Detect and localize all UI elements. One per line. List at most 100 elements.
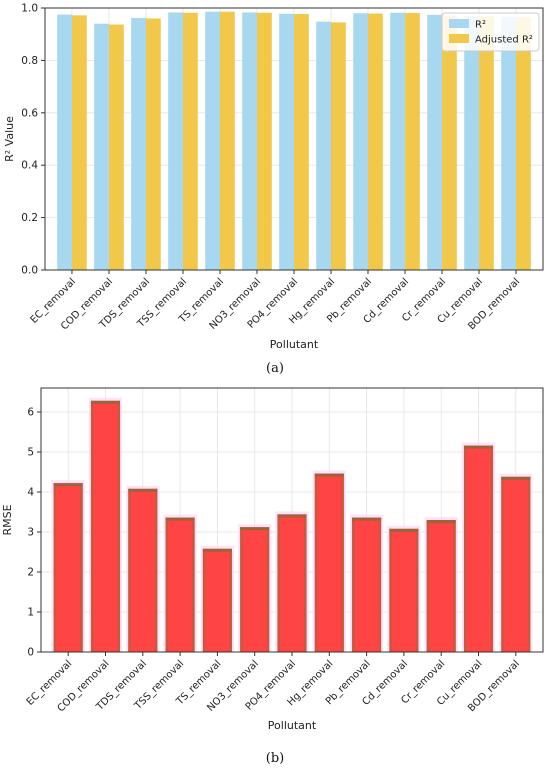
legend-swatch [449,19,469,28]
bar-adjusted-r2-Pb_removal [368,13,383,270]
y-tick-label: 0.4 [21,160,38,172]
bar-rmse-Cu_removal [463,445,494,652]
bar-left-edge-TS_removal [202,548,206,652]
bar-right-edge-Pb_removal [378,517,382,652]
bar-adjusted-r2-NO3_removal [256,12,272,270]
y-tick-label: 0.6 [21,107,38,119]
bar-left-edge-Cd_removal [389,528,392,652]
bar-adjusted-r2-Cd_removal [405,12,420,271]
bar-right-edge-TSS_removal [192,517,195,652]
bar-rmse-Hg_removal [314,473,344,652]
bar-adjusted-r2-BOD_removal [516,17,531,270]
bar-adjusted-r2-Cu_removal [479,16,494,270]
bar-rmse-TDS_removal [128,488,158,652]
bar-rmse-Cd_removal [389,528,419,652]
bar-adjusted-r2-PO4_removal [294,14,309,270]
y-tick-label: 0.8 [21,55,38,67]
bar-top-edge-Hg_removal [314,473,344,477]
bar-rmse-Pb_removal [352,517,382,652]
bar-rmse-TS_removal [202,548,232,652]
y-tick-label: 2 [27,567,34,579]
y-tick-label: 1 [27,607,34,619]
bar-adjusted-r2-Cr_removal [442,15,457,271]
bar-right-edge-Cu_removal [490,445,494,652]
bar-r2-Cd_removal [390,12,406,270]
chart-panel-a: 0.00.20.40.60.81.0EC_removalCOD_removalT… [3,3,544,376]
legend-swatch [449,34,469,43]
bar-top-edge-BOD_removal [501,476,531,480]
bar-right-edge-COD_removal [117,400,121,652]
y-tick-label: 0 [27,647,34,659]
bar-r2-Hg_removal [316,21,332,271]
bar-right-edge-TS_removal [229,548,232,652]
bar-left-edge-TSS_removal [165,517,169,652]
y-tick-label: 5 [27,447,34,459]
bar-right-edge-BOD_removal [527,476,531,652]
bar-right-edge-PO4_removal [304,514,307,652]
bar-adjusted-r2-TDS_removal [145,18,161,271]
bar-right-edge-TDS_removal [154,488,158,652]
bar-top-edge-Cu_removal [463,445,494,449]
bar-right-edge-Hg_removal [341,473,344,652]
bar-top-edge-TDS_removal [128,488,158,492]
bar-r2-COD_removal [94,23,109,270]
x-axis-label: Pollutant [270,338,319,351]
y-tick-label: 0.2 [21,212,38,224]
bar-left-edge-BOD_removal [501,476,504,652]
bar-top-edge-NO3_removal [240,527,270,531]
bar-adjusted-r2-EC_removal [71,15,87,271]
bar-r2-Cr_removal [427,14,443,271]
legend-label: R² [475,20,486,31]
bar-top-edge-Cr_removal [426,520,456,523]
bar-right-edge-Cd_removal [415,528,419,652]
bar-rmse-EC_removal [53,483,83,652]
x-axis-label: Pollutant [268,719,317,732]
y-axis-label: RMSE [1,504,14,535]
bar-top-edge-EC_removal [53,483,83,487]
panel-caption: (a) [266,361,284,376]
bar-r2-PO4_removal [279,13,294,270]
bar-r2-TSS_removal [168,12,183,270]
y-axis-label: R² Value [3,116,16,162]
panel-caption: (b) [266,751,284,766]
bar-left-edge-TDS_removal [128,488,131,652]
legend-label: Adjusted R² [475,35,533,46]
y-tick-label: 4 [27,487,34,499]
bar-top-edge-Pb_removal [352,517,382,521]
bar-left-edge-Hg_removal [314,473,318,652]
bar-left-edge-COD_removal [90,400,94,652]
bar-top-edge-TSS_removal [165,517,195,521]
bar-rmse-Cr_removal [426,520,456,652]
bar-top-edge-PO4_removal [277,514,307,518]
bar-top-edge-Cd_removal [389,528,419,532]
bar-r2-NO3_removal [242,12,257,270]
bar-right-edge-NO3_removal [266,527,270,652]
bar-left-edge-EC_removal [53,483,57,652]
bar-adjusted-r2-Hg_removal [331,22,346,270]
bar-adjusted-r2-TS_removal [219,11,235,271]
bar-right-edge-EC_removal [80,483,83,652]
bar-top-edge-COD_removal [90,400,121,404]
bar-left-edge-NO3_removal [240,527,243,652]
bar-rmse-BOD_removal [501,476,531,652]
bar-rmse-PO4_removal [277,514,307,652]
bar-left-edge-PO4_removal [277,514,280,652]
bar-rmse-TSS_removal [165,517,195,652]
bar-right-edge-Cr_removal [453,520,456,652]
bar-rmse-COD_removal [90,400,121,652]
bar-adjusted-r2-COD_removal [108,24,124,271]
bar-r2-Cu_removal [464,15,480,270]
bar-r2-TDS_removal [131,17,146,271]
bar-left-edge-Cr_removal [426,520,430,652]
bar-left-edge-Pb_removal [352,517,355,652]
y-tick-label: 6 [27,407,34,419]
bar-r2-Pb_removal [353,13,369,271]
bar-rmse-NO3_removal [240,527,270,652]
bar-top-edge-TS_removal [202,548,232,552]
chart-panel-b: 0123456EC_removalCOD_removalTDS_removalT… [1,387,544,766]
bar-r2-EC_removal [57,14,72,270]
y-tick-label: 3 [27,527,34,539]
bar-adjusted-r2-TSS_removal [182,12,198,270]
bar-r2-BOD_removal [501,16,517,270]
